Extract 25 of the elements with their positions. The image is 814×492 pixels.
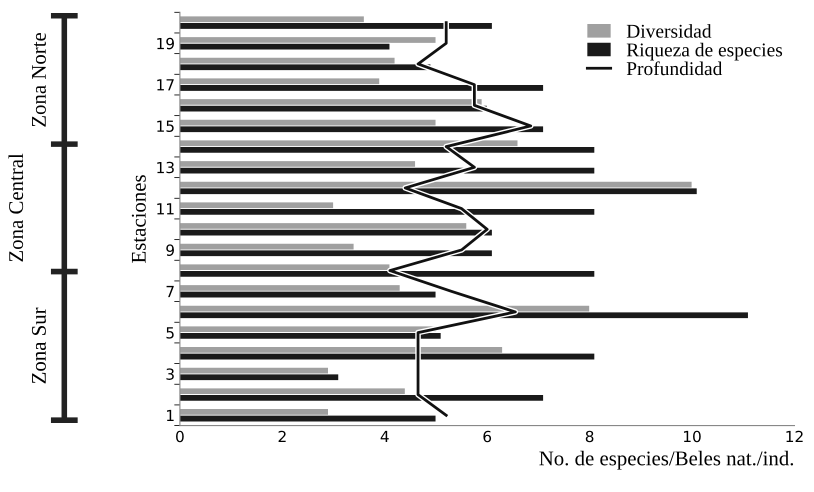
x-tick-label: 12: [786, 430, 803, 442]
x-tick-label: 2: [278, 430, 286, 442]
y-axis-title: Estaciones: [132, 175, 146, 263]
legend-label: Diversidad: [626, 24, 712, 38]
legend-label: Riqueza de especies: [626, 42, 782, 60]
text: Zona Norte: [32, 32, 46, 127]
y-tick-label: 9: [166, 244, 174, 256]
y-tick-label: 5: [166, 327, 174, 339]
y-tick-label: 13: [157, 162, 174, 174]
y-tick-label: 3: [166, 368, 174, 380]
y-tick-label: 17: [157, 79, 174, 90]
text: Zona Central: [8, 154, 24, 262]
x-tick-label: 4: [380, 430, 389, 442]
text: Zona Sur: [32, 308, 46, 384]
y-tick-label: 11: [157, 203, 174, 214]
x-tick-label: 8: [586, 430, 594, 442]
y-tick-label: 15: [157, 120, 174, 132]
y-tick-label: 19: [157, 38, 174, 50]
y-tick-label: 7: [166, 286, 174, 298]
legend-label: Profundidad: [626, 61, 722, 76]
x-axis-title: No. de especies/Beles nat./ind.: [539, 450, 794, 470]
y-tick-label: 1: [166, 410, 174, 422]
x-tick-label: 6: [483, 430, 492, 442]
x-tick-label: 0: [176, 430, 184, 442]
x-tick-label: 10: [684, 430, 701, 442]
